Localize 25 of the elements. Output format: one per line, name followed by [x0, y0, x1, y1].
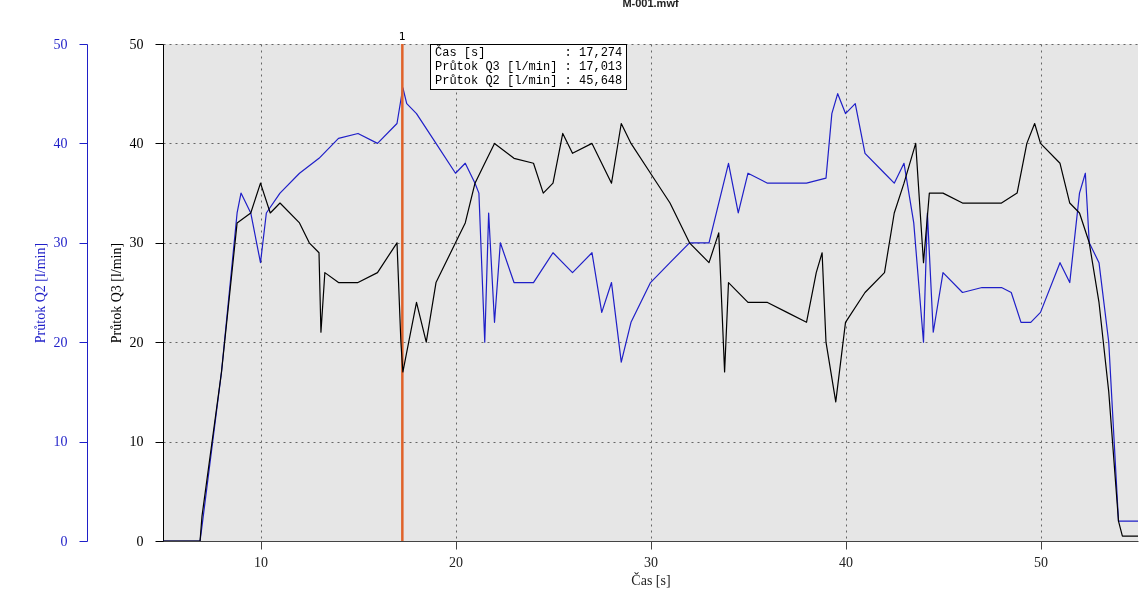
y-tick-label: 40	[53, 135, 68, 151]
x-tick-label: 20	[449, 554, 463, 570]
y2-tick-label: 50	[129, 36, 144, 52]
chart-title: M-001.mwf	[622, 0, 679, 9]
x-tick-label: 30	[644, 554, 658, 570]
y2-tick-label: 20	[129, 334, 144, 350]
annotation: Čas [s] : 17,274	[435, 46, 623, 60]
annotation: Průtok Q3 [l/min] : 17,013	[435, 60, 623, 74]
annotation: 1	[398, 30, 406, 43]
y2-tick-label: 30	[129, 235, 144, 251]
y2-tick-label: 40	[129, 135, 144, 151]
y-axis-title: Průtok Q2 [l/min]	[32, 242, 48, 344]
y2-tick-label: 0	[136, 533, 144, 549]
x-tick-label: 40	[839, 554, 853, 570]
x-tick-label: 10	[254, 554, 268, 570]
y-tick-label: 10	[53, 434, 68, 450]
x-axis-title: Čas [s]	[631, 571, 671, 588]
y-tick-label: 0	[60, 533, 68, 549]
y-tick-label: 50	[53, 36, 68, 52]
y-tick-label: 30	[53, 235, 68, 251]
y2-axis-title: Průtok Q3 [l/min]	[108, 242, 124, 344]
x-tick-label: 50	[1034, 554, 1048, 570]
y2-tick-label: 10	[129, 434, 144, 450]
y-tick-label: 20	[53, 334, 68, 350]
annotation: Průtok Q2 [l/min] : 45,648	[435, 74, 623, 88]
